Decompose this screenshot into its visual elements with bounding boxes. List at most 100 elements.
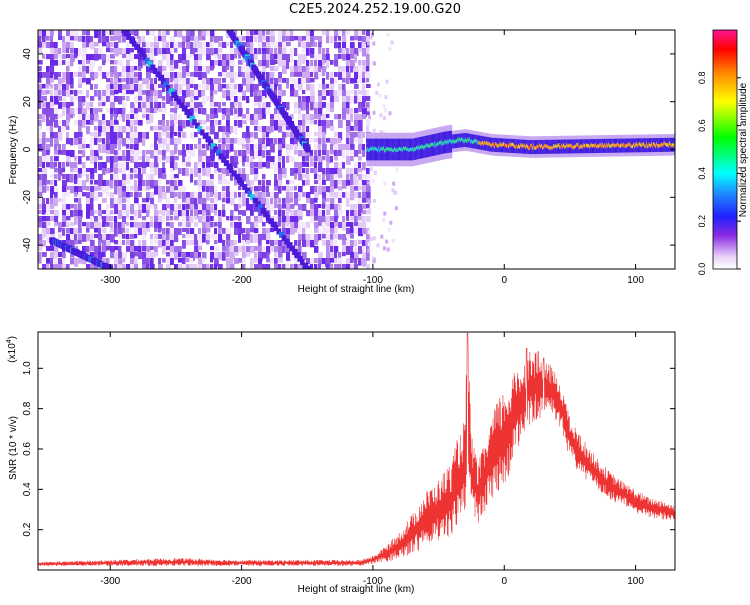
heatmap-band-core — [382, 146, 385, 150]
heatmap-cell — [138, 138, 142, 143]
heatmap-band-core — [498, 143, 501, 148]
heatmap-cell — [286, 36, 291, 42]
heatmap-cell — [234, 150, 238, 156]
heatmap-cell — [238, 198, 243, 204]
heatmap-cell — [70, 30, 75, 37]
heatmap-cell — [202, 198, 207, 205]
heatmap-cell — [122, 216, 127, 224]
heatmap-cell — [106, 90, 111, 99]
heatmap-band-core — [558, 143, 560, 147]
heatmap-band-core — [537, 144, 539, 149]
heatmap-cell — [102, 252, 106, 258]
heatmap-cell — [346, 138, 350, 147]
heatmap-cell — [38, 78, 42, 83]
heatmap-cell — [338, 198, 342, 204]
heatmap-cell — [38, 120, 42, 129]
heatmap-cell — [46, 108, 51, 117]
heatmap-cell — [366, 204, 370, 209]
heatmap-cell — [102, 198, 107, 203]
heatmap-cell — [134, 84, 139, 92]
heatmap-cell — [350, 138, 354, 144]
heatmap-cell — [366, 54, 370, 63]
heatmap-cell — [198, 66, 203, 72]
heatmap-cell — [182, 96, 186, 104]
heatmap-cell — [294, 138, 298, 147]
heatmap-cell — [102, 126, 107, 135]
heatmap-cell — [54, 138, 59, 147]
heatmap-cell — [362, 174, 367, 180]
heatmap-cell — [58, 90, 62, 96]
heatmap-cell — [178, 54, 183, 63]
heatmap-cell — [106, 54, 110, 62]
heatmap-cell — [314, 72, 319, 80]
heatmap-cell — [50, 114, 55, 122]
heatmap-cell — [58, 234, 62, 239]
heatmap-band-core — [578, 145, 581, 150]
heatmap-cell — [126, 132, 130, 140]
heatmap-cell — [38, 36, 42, 45]
heatmap-cell — [110, 180, 114, 189]
heatmap-band-core — [656, 143, 659, 148]
heatmap-cell — [210, 234, 215, 240]
heatmap-cell — [354, 126, 359, 131]
heatmap-cell — [234, 180, 238, 186]
heatmap-cell — [62, 48, 67, 54]
heatmap-cell — [326, 210, 331, 216]
heatmap-cell — [138, 72, 142, 81]
heatmap-cell — [318, 228, 322, 234]
heatmap-cell — [186, 198, 190, 206]
heatmap-cell — [94, 192, 99, 201]
heatmap-cell — [314, 192, 319, 200]
heatmap-cell — [186, 84, 191, 92]
heatmap-trace-cell — [239, 180, 245, 187]
heatmap-cell — [102, 114, 106, 122]
heatmap-band-core — [653, 142, 655, 146]
heatmap-cell — [190, 120, 194, 128]
heatmap-cell — [362, 96, 366, 102]
heatmap-band-core — [644, 144, 646, 148]
heatmap-cell — [234, 246, 239, 255]
heatmap-cell — [130, 126, 134, 134]
heatmap-cell — [354, 84, 359, 89]
heatmap-cell — [150, 240, 154, 245]
heatmap-cell — [66, 132, 70, 141]
heatmap-band-core — [601, 142, 604, 147]
heatmap-cell — [314, 114, 318, 120]
heatmap-cell — [122, 30, 126, 37]
heatmap-cell — [62, 54, 67, 59]
heatmap-cell — [50, 258, 54, 267]
heatmap-cell — [114, 222, 118, 230]
heatmap-cell — [150, 192, 154, 201]
heatmap-cell — [94, 180, 99, 185]
heatmap-cell — [78, 216, 82, 223]
heatmap-cell — [186, 54, 190, 60]
heatmap-cell — [190, 54, 194, 59]
heatmap-band-core — [367, 147, 369, 151]
heatmap-band-core — [541, 146, 544, 150]
heatmap-cell — [62, 126, 66, 131]
heatmap-cell — [118, 162, 123, 171]
heatmap-cell — [98, 186, 102, 191]
heatmap-cell — [362, 108, 367, 117]
heatmap-cell — [206, 216, 210, 225]
heatmap-cell — [138, 66, 142, 71]
heatmap-band-core — [485, 141, 488, 145]
heatmap-cell — [282, 240, 286, 249]
heatmap-cell — [134, 192, 139, 201]
heatmap-cell — [298, 78, 302, 85]
heatmap-cell — [130, 84, 135, 93]
heatmap-cell — [82, 66, 87, 72]
heatmap-cell — [158, 156, 162, 164]
heatmap-cell — [266, 42, 271, 50]
heatmap-cell — [190, 78, 194, 85]
heatmap-cell — [70, 150, 75, 158]
heatmap-cell — [162, 234, 166, 241]
heatmap-cell — [102, 72, 107, 79]
heatmap-cell — [114, 48, 119, 57]
heatmap-band-core — [575, 144, 577, 149]
heatmap-cell — [106, 120, 111, 129]
heatmap-cell — [222, 114, 226, 121]
heatmap-cell — [182, 60, 187, 65]
heatmap-band-core — [662, 143, 664, 148]
heatmap-cell — [190, 90, 195, 99]
